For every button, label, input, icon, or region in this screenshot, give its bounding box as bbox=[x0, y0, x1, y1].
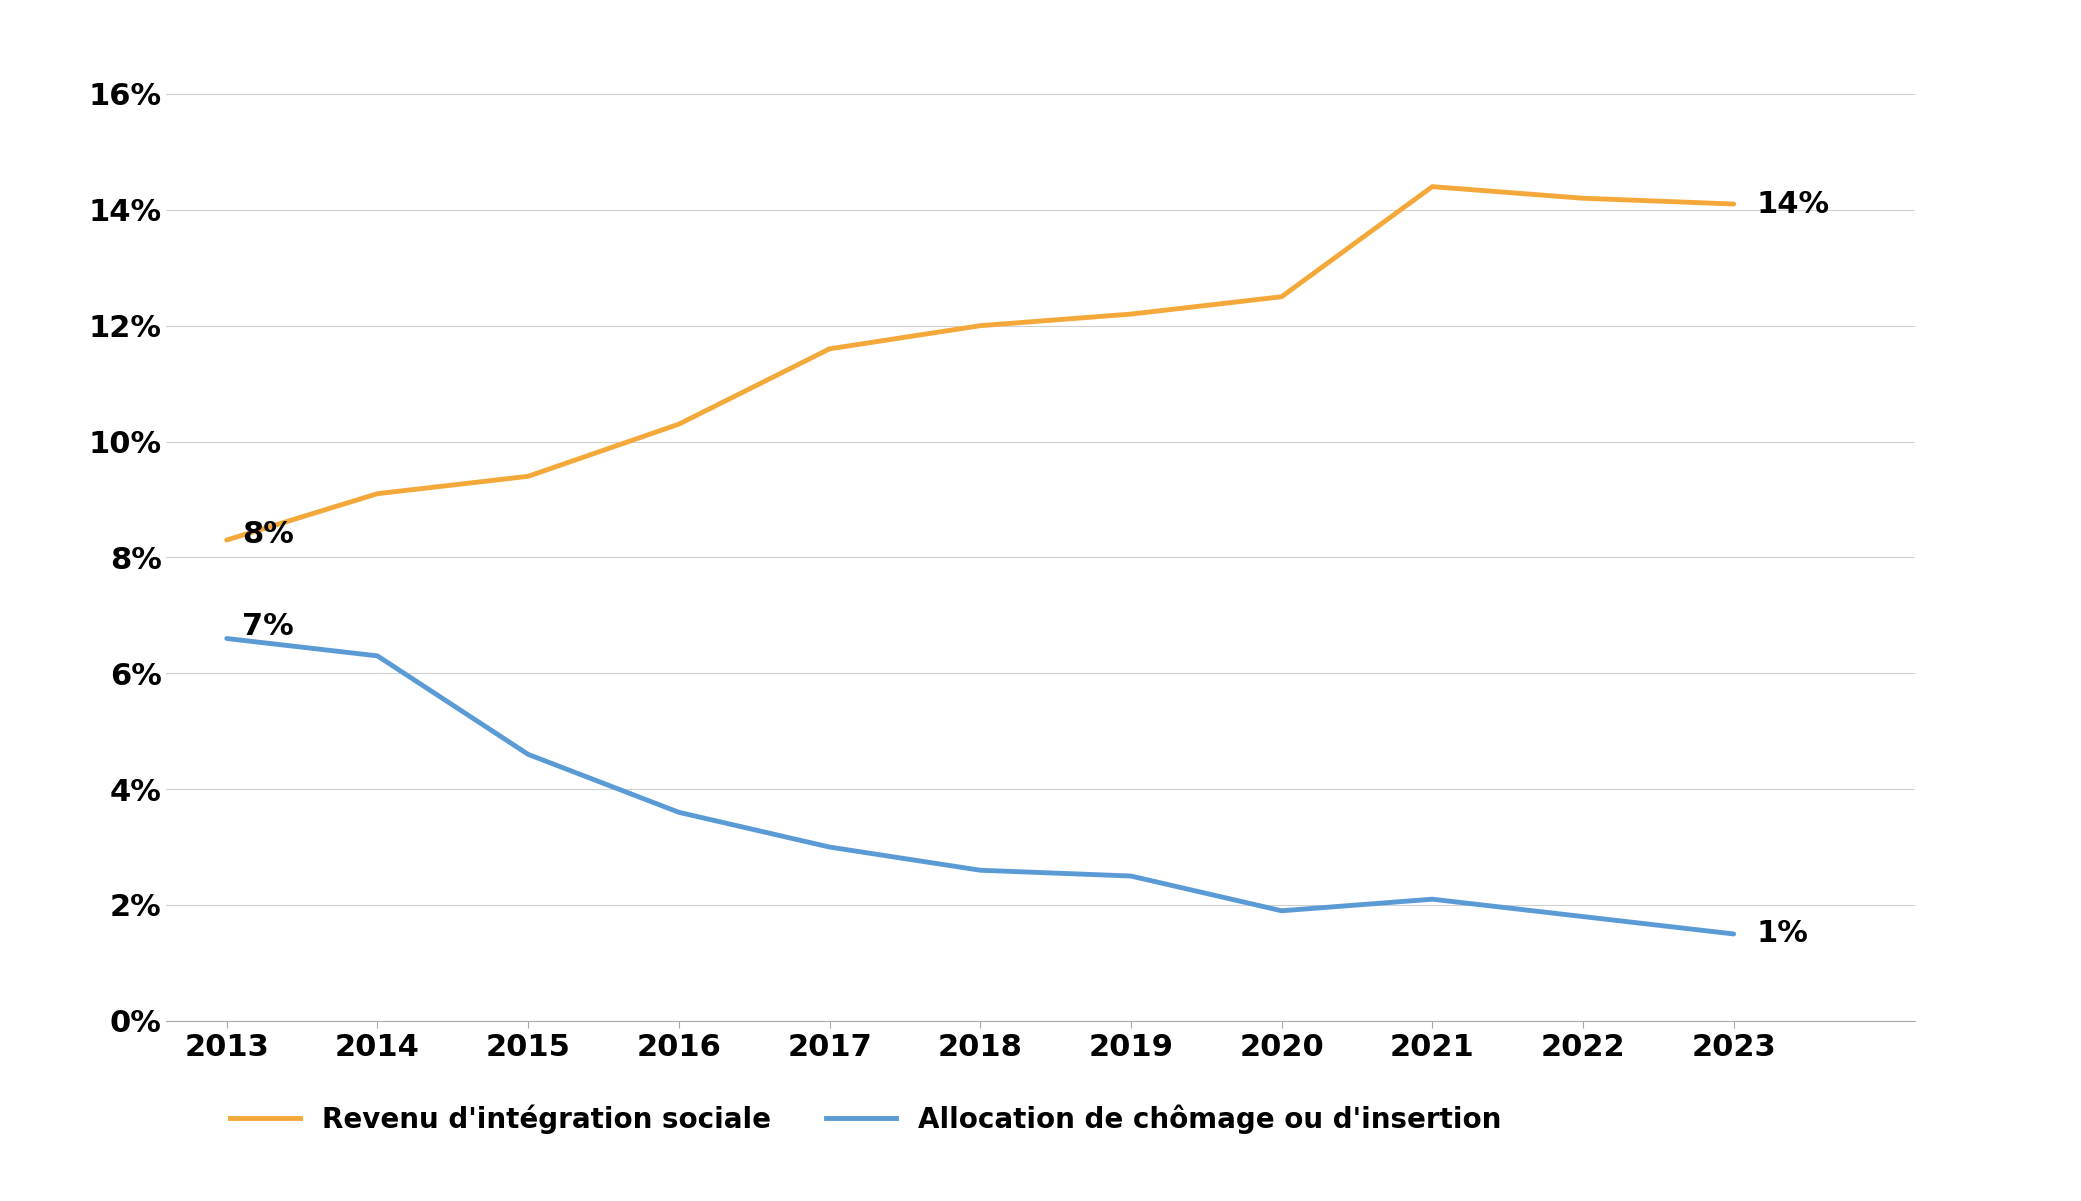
Text: 1%: 1% bbox=[1756, 920, 1808, 949]
Text: 8%: 8% bbox=[241, 520, 293, 549]
Text: 14%: 14% bbox=[1756, 190, 1829, 219]
Legend: Revenu d'intégration sociale, Allocation de chômage ou d'insertion: Revenu d'intégration sociale, Allocation… bbox=[219, 1093, 1513, 1145]
Text: 7%: 7% bbox=[241, 613, 293, 641]
